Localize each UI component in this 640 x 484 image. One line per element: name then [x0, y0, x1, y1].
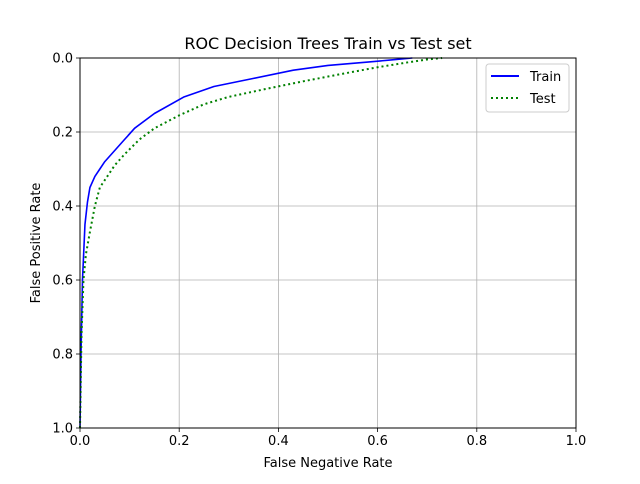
legend: Train Test [485, 63, 570, 113]
chart-title: ROC Decision Trees Train vs Test set [184, 34, 471, 53]
plot-frame [79, 57, 577, 429]
y-tick-label-4: 0.8 [52, 348, 73, 363]
series-line-test [79, 57, 443, 429]
ticks: 0.0 0.2 0.4 0.6 0.8 1.00.00.20.40.60.81.0 [52, 52, 586, 450]
x-tick-label-3: 0.6 [367, 434, 388, 449]
y-axis-title: False Positive Rate [29, 183, 44, 304]
legend-test-label: Test [529, 92, 556, 107]
legend-train-label: Train [529, 70, 561, 85]
y-tick-label-2: 0.4 [52, 200, 73, 215]
x-tick-label-0: 0.0 [70, 434, 91, 449]
series-line-train [79, 57, 413, 429]
y-tick-label-3: 0.6 [52, 274, 73, 289]
x-axis-title: False Negative Rate [263, 456, 392, 471]
y-tick-label-0: 0.0 [52, 52, 73, 67]
y-tick-label-1: 0.2 [52, 126, 73, 141]
x-tick-label-4: 0.8 [466, 434, 487, 449]
series-layer [79, 57, 443, 429]
x-tick-label-1: 0.2 [169, 434, 190, 449]
x-tick-label-2: 0.4 [268, 434, 289, 449]
y-tick-label-5: 1.0 [52, 422, 73, 437]
x-tick-label-5: 1.0 [566, 434, 587, 449]
grid [79, 57, 577, 429]
